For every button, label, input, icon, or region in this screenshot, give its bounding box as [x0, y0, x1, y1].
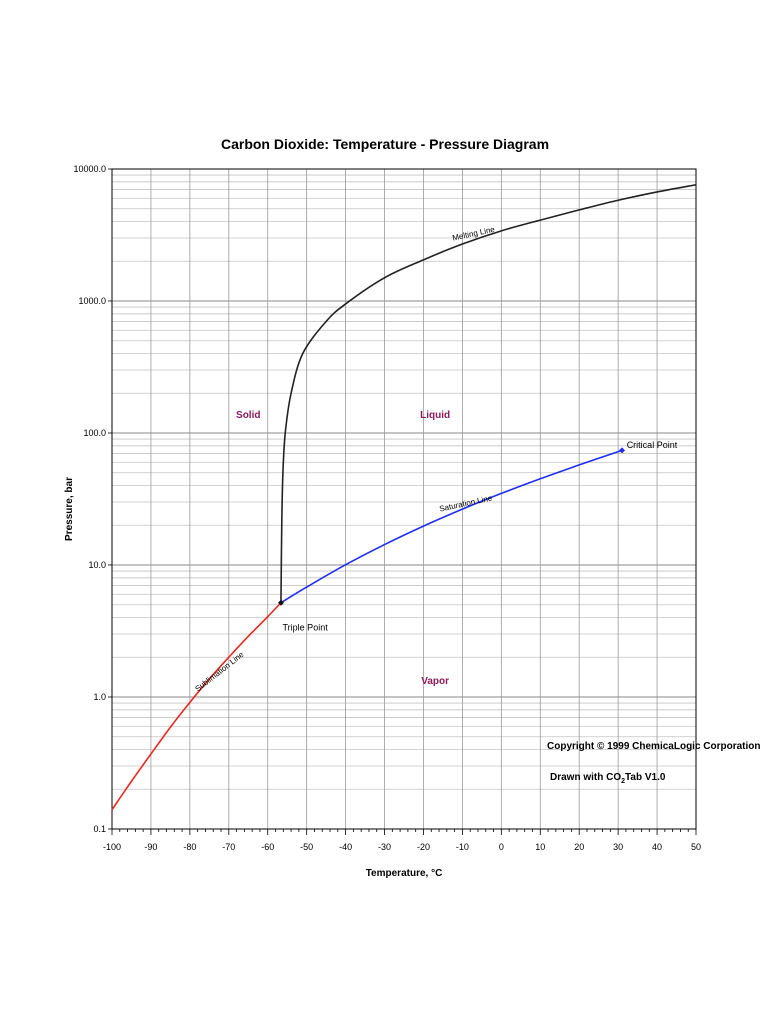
y-tick-label: 10000.0	[73, 164, 106, 174]
critical-point-label: Critical Point	[627, 440, 678, 450]
y-tick-label: 10.0	[88, 560, 106, 570]
y-tick-label: 1.0	[93, 692, 106, 702]
series-layer	[111, 183, 697, 811]
x-tick-label: -90	[144, 842, 157, 852]
region-label-vapor: Vapor	[421, 676, 449, 687]
x-tick-label: -70	[222, 842, 235, 852]
x-axis-ticks: -100 -90 -80 -70 -60 -50 -40 -30 -20 -10 0 10 20 30 40…	[103, 829, 701, 852]
drawn-with-note: Drawn with CO2Tab V1.0	[550, 772, 666, 785]
region-label-solid: Solid	[236, 410, 260, 421]
x-tick-label: -20	[417, 842, 430, 852]
x-tick-label: 40	[652, 842, 662, 852]
y-tick-label: 1000.0	[78, 296, 106, 306]
y-axis-ticks: 0.1 1.0 10.0 100.0 1000.0 10000.0	[73, 164, 112, 834]
x-tick-label: -10	[456, 842, 469, 852]
melting-line-series	[280, 183, 697, 603]
x-tick-label: -50	[300, 842, 313, 852]
triple-point-marker	[277, 599, 284, 606]
x-tick-label: -40	[339, 842, 352, 852]
plot-frame	[111, 168, 697, 830]
x-tick-label: 50	[691, 842, 701, 852]
drawn-with-prefix: Drawn with CO	[550, 772, 621, 783]
copyright-note: Copyright © 1999 ChemicaLogic Corporatio…	[547, 741, 761, 752]
x-tick-label: 10	[535, 842, 545, 852]
x-tick-label: 0	[499, 842, 504, 852]
x-tick-label: 30	[613, 842, 623, 852]
y-axis-label: Pressure, bar	[64, 477, 75, 541]
region-label-liquid: Liquid	[420, 410, 450, 421]
saturation-line-series	[280, 449, 623, 604]
x-tick-label: -30	[378, 842, 391, 852]
y-tick-label: 0.1	[93, 824, 106, 834]
y-tick-label: 100.0	[83, 428, 106, 438]
x-tick-label: 20	[574, 842, 584, 852]
x-tick-label: -60	[261, 842, 274, 852]
grid	[111, 169, 697, 830]
drawn-with-subscript: 2	[621, 778, 625, 785]
sublimation-line-series	[111, 602, 282, 811]
x-tick-label: -80	[183, 842, 196, 852]
x-tick-label: -100	[103, 842, 121, 852]
critical-point-marker	[619, 447, 626, 454]
x-axis-label: Temperature, °C	[366, 868, 443, 879]
chart-title: Carbon Dioxide: Temperature - Pressure D…	[221, 136, 549, 152]
drawn-with-suffix: Tab V1.0	[625, 772, 666, 783]
triple-point-label: Triple Point	[283, 622, 329, 632]
